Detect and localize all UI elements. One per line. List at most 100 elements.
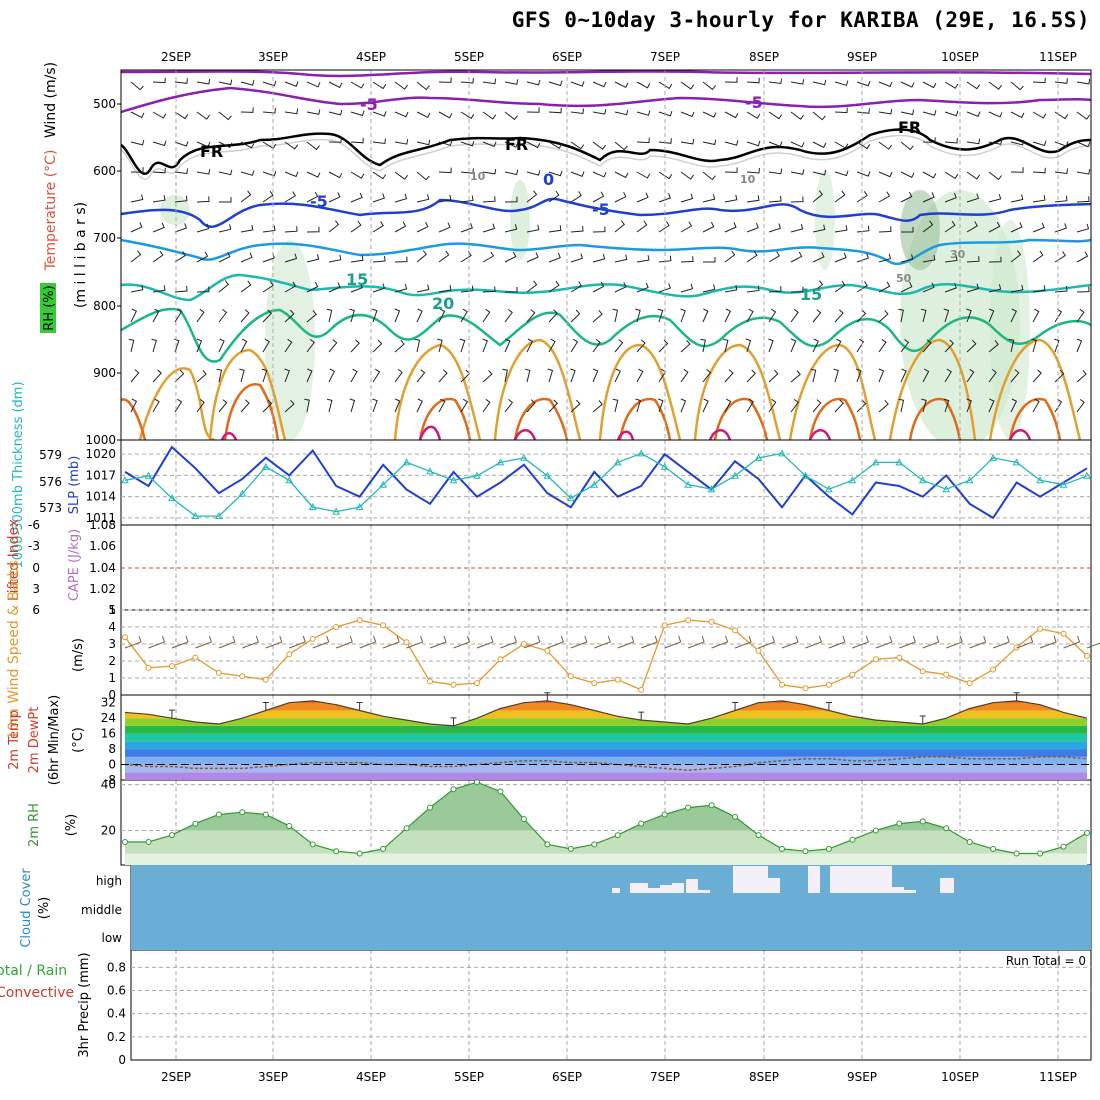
wind-barb (592, 368, 599, 383)
wind-barb (900, 368, 907, 383)
temp-tick-label: -8 (104, 773, 116, 787)
wind-barb (196, 141, 211, 148)
wind-barb (944, 283, 957, 293)
precip-tick-label: 0.2 (107, 1030, 126, 1044)
thickness-point (590, 480, 599, 488)
wind-barb (196, 369, 207, 383)
dewpoint-axis-label: 2m DewPt (27, 707, 42, 774)
temp-minmax-marker (1013, 692, 1020, 701)
wind-barb (350, 368, 358, 383)
rh-point (427, 804, 434, 811)
wind-barb (438, 140, 453, 146)
temp-band (125, 710, 1087, 719)
wind-barb (856, 225, 870, 233)
wind-barb (570, 225, 584, 233)
thickness-point (801, 471, 810, 479)
wind-barb (635, 308, 641, 323)
wind-barb-10m (335, 635, 353, 649)
wind-barb-10m (711, 635, 729, 649)
wind-speed-point (778, 681, 785, 688)
wind-barb (570, 309, 581, 323)
wind-barb (1031, 338, 1037, 353)
wind-barb (614, 191, 627, 203)
wind-barb (988, 139, 1003, 145)
wind-barb (174, 111, 189, 120)
temp-minmax-marker (544, 692, 551, 701)
wind-barb (262, 338, 270, 353)
wind-barb (614, 339, 624, 353)
wind-barb (240, 107, 254, 113)
wind-barb (130, 81, 144, 91)
temperature-axis-label: Temperature (°C) (43, 150, 59, 272)
rh-point (544, 841, 551, 848)
thickness-point (895, 458, 904, 466)
wind-barb (570, 368, 576, 383)
cloud-gap (630, 883, 648, 893)
wind-barb (856, 338, 865, 353)
wind-speed-point (567, 673, 574, 680)
cloud-level-label: low (102, 931, 123, 945)
wind-barb (306, 368, 313, 383)
wind-barb (326, 398, 333, 413)
wind-speed-point (520, 641, 527, 647)
temp-band (125, 733, 1087, 742)
slp-axis-label: SLP (mb) (67, 456, 82, 515)
wind-barb (878, 141, 893, 150)
contour-label: 10 (740, 173, 756, 186)
wind-barb (240, 399, 250, 413)
wind-barb (944, 137, 958, 144)
wind-barb (702, 81, 716, 91)
wind-barb (636, 137, 650, 144)
wind-barb (966, 171, 981, 180)
date-label-top: 11SEP (1039, 50, 1077, 64)
wind-barb (482, 223, 496, 233)
rh-point (403, 825, 410, 832)
wind-barb (592, 171, 607, 178)
wind-barb (900, 109, 915, 116)
contour-label: 30 (950, 248, 966, 261)
contour-label: 50 (896, 272, 912, 285)
temp-band (125, 756, 1087, 765)
wind-barb (790, 169, 805, 175)
wind-speed-point (1084, 652, 1090, 659)
wind-barb (878, 81, 893, 88)
wind-barb (834, 309, 844, 323)
precip-tick-label: 0 (118, 1053, 126, 1067)
chart-title: GFS 0~10day 3-hourly for KARIBA (29E, 16… (511, 8, 1090, 32)
wind-barb (394, 256, 408, 263)
wind-tick-label: 0 (108, 688, 116, 702)
wind-barb (878, 399, 889, 413)
date-label-bottom: 4SEP (356, 1070, 386, 1084)
rh-point (872, 827, 879, 834)
wind-barb (768, 223, 782, 233)
wind-speed-point (497, 656, 504, 663)
wind-barb (812, 399, 822, 413)
wind-barb (438, 194, 452, 203)
wind-barb (768, 308, 777, 323)
wind-barb (680, 256, 694, 263)
wind-barb (372, 111, 387, 117)
date-label-top: 10SEP (941, 50, 979, 64)
cloud-gap (698, 890, 710, 893)
wind-barb (152, 285, 166, 293)
rh-point (685, 804, 692, 811)
wind-barb (878, 309, 889, 323)
wind-barb-10m (899, 635, 916, 649)
wind-barb (768, 338, 774, 353)
rh-point (333, 848, 340, 855)
wind-barb (262, 281, 274, 293)
wind-speed-point (239, 673, 246, 680)
thickness-point (285, 476, 294, 484)
wind-barb (1008, 338, 1015, 353)
wind-barb (306, 310, 317, 323)
wind-barb (812, 111, 826, 121)
wind-barb (790, 79, 805, 85)
wind-barb (856, 253, 869, 263)
contour-label: -5 (360, 95, 378, 114)
cloud-gap (940, 878, 954, 893)
wind-barb-10m (1039, 635, 1057, 649)
wind-barb (592, 81, 607, 88)
wind-barb (966, 368, 975, 383)
wind-barb (944, 339, 955, 353)
wind-barb (680, 138, 695, 145)
